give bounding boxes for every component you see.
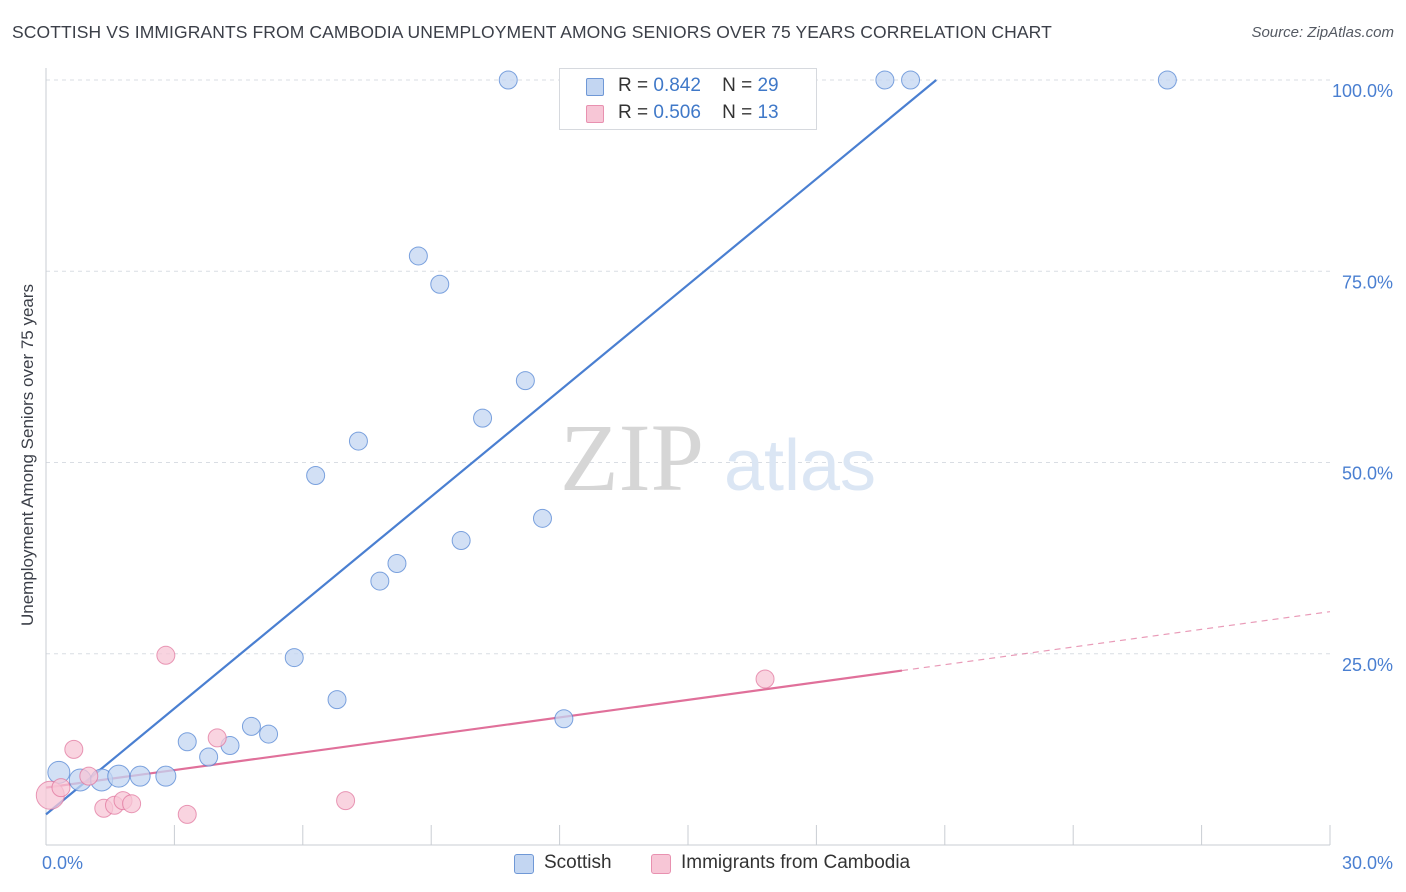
scottish-point xyxy=(473,408,493,428)
cambodia-point xyxy=(177,804,197,824)
scottish-point xyxy=(875,70,895,90)
scottish-point xyxy=(348,431,368,451)
y-axis-label: Unemployment Among Seniors over 75 years xyxy=(18,283,37,627)
y-tick-label: 100.0% xyxy=(1332,81,1393,101)
scottish-point xyxy=(259,724,279,744)
n-label: N = xyxy=(722,102,753,123)
scottish-point xyxy=(430,274,450,294)
grid-lines xyxy=(46,79,1330,655)
r-label: R = xyxy=(618,75,649,96)
n-value-cambodia: 13 xyxy=(757,102,779,123)
scottish-point xyxy=(177,732,197,752)
legend-text-scottish: R = 0.842 N = 29 xyxy=(618,75,779,97)
cambodia-point xyxy=(51,778,71,798)
r-value-scottish: 0.842 xyxy=(653,75,701,96)
cambodia-point xyxy=(207,728,227,748)
scottish-point xyxy=(451,531,471,551)
y-tick-label: 50.0% xyxy=(1342,464,1393,484)
r-value-cambodia: 0.506 xyxy=(653,102,701,123)
legend-text-cambodia: R = 0.506 N = 13 xyxy=(618,102,779,124)
scottish-point xyxy=(107,764,131,788)
bottom-legend-swatch-scottish xyxy=(514,854,534,874)
axes xyxy=(45,68,1331,846)
cambodia-point xyxy=(79,766,99,786)
bottom-legend-label-cambodia: Immigrants from Cambodia xyxy=(681,852,911,873)
cambodia-trend-extension xyxy=(901,611,1331,672)
data-points xyxy=(35,70,1177,824)
scottish-point xyxy=(241,716,261,736)
cambodia-point xyxy=(755,669,775,689)
scottish-trend-line xyxy=(45,79,937,816)
y-tick-label: 75.0% xyxy=(1342,272,1393,292)
watermark-atlas: atlas xyxy=(724,426,876,506)
y-tick-labels: 25.0% 50.0% 75.0% 100.0% xyxy=(1332,81,1393,675)
bottom-legend-swatch-cambodia xyxy=(651,854,671,874)
scottish-point xyxy=(1157,70,1177,90)
y-tick-label: 25.0% xyxy=(1342,655,1393,675)
legend-swatch-cambodia xyxy=(586,105,604,123)
bottom-legend-label-scottish: Scottish xyxy=(544,852,612,873)
scottish-point xyxy=(327,690,347,710)
n-value-scottish: 29 xyxy=(757,75,779,96)
r-label: R = xyxy=(618,102,649,123)
trend-lines xyxy=(45,79,1331,816)
scottish-point xyxy=(387,553,407,573)
scottish-point xyxy=(532,508,552,528)
x-tick-label-min: 0.0% xyxy=(42,853,83,873)
chart-title: SCOTTISH VS IMMIGRANTS FROM CAMBODIA UNE… xyxy=(12,22,1052,42)
legend-swatch-scottish xyxy=(586,78,604,96)
x-tick-label-max: 30.0% xyxy=(1342,853,1393,873)
n-label: N = xyxy=(722,75,753,96)
chart-source: Source: ZipAtlas.com xyxy=(1251,24,1394,41)
scottish-point xyxy=(554,709,574,729)
cambodia-point xyxy=(122,794,142,814)
scottish-point xyxy=(901,70,921,90)
cambodia-point xyxy=(336,791,356,811)
watermark: ZIP xyxy=(560,404,704,511)
scottish-point xyxy=(306,466,326,486)
cambodia-trend-line xyxy=(45,669,903,789)
scottish-point xyxy=(199,747,219,767)
scottish-point xyxy=(515,371,535,391)
x-tick-labels: 0.0% 30.0% xyxy=(42,853,1393,873)
scottish-point xyxy=(408,246,428,266)
cambodia-point xyxy=(64,739,84,759)
scottish-point xyxy=(129,765,151,787)
scottish-point xyxy=(498,70,518,90)
stats-legend: R = 0.842 N = 29 R = 0.506 N = 13 xyxy=(559,68,817,130)
scottish-point xyxy=(284,648,304,668)
scottish-point xyxy=(370,571,390,591)
cambodia-point xyxy=(156,645,176,665)
scottish-point xyxy=(155,765,177,787)
